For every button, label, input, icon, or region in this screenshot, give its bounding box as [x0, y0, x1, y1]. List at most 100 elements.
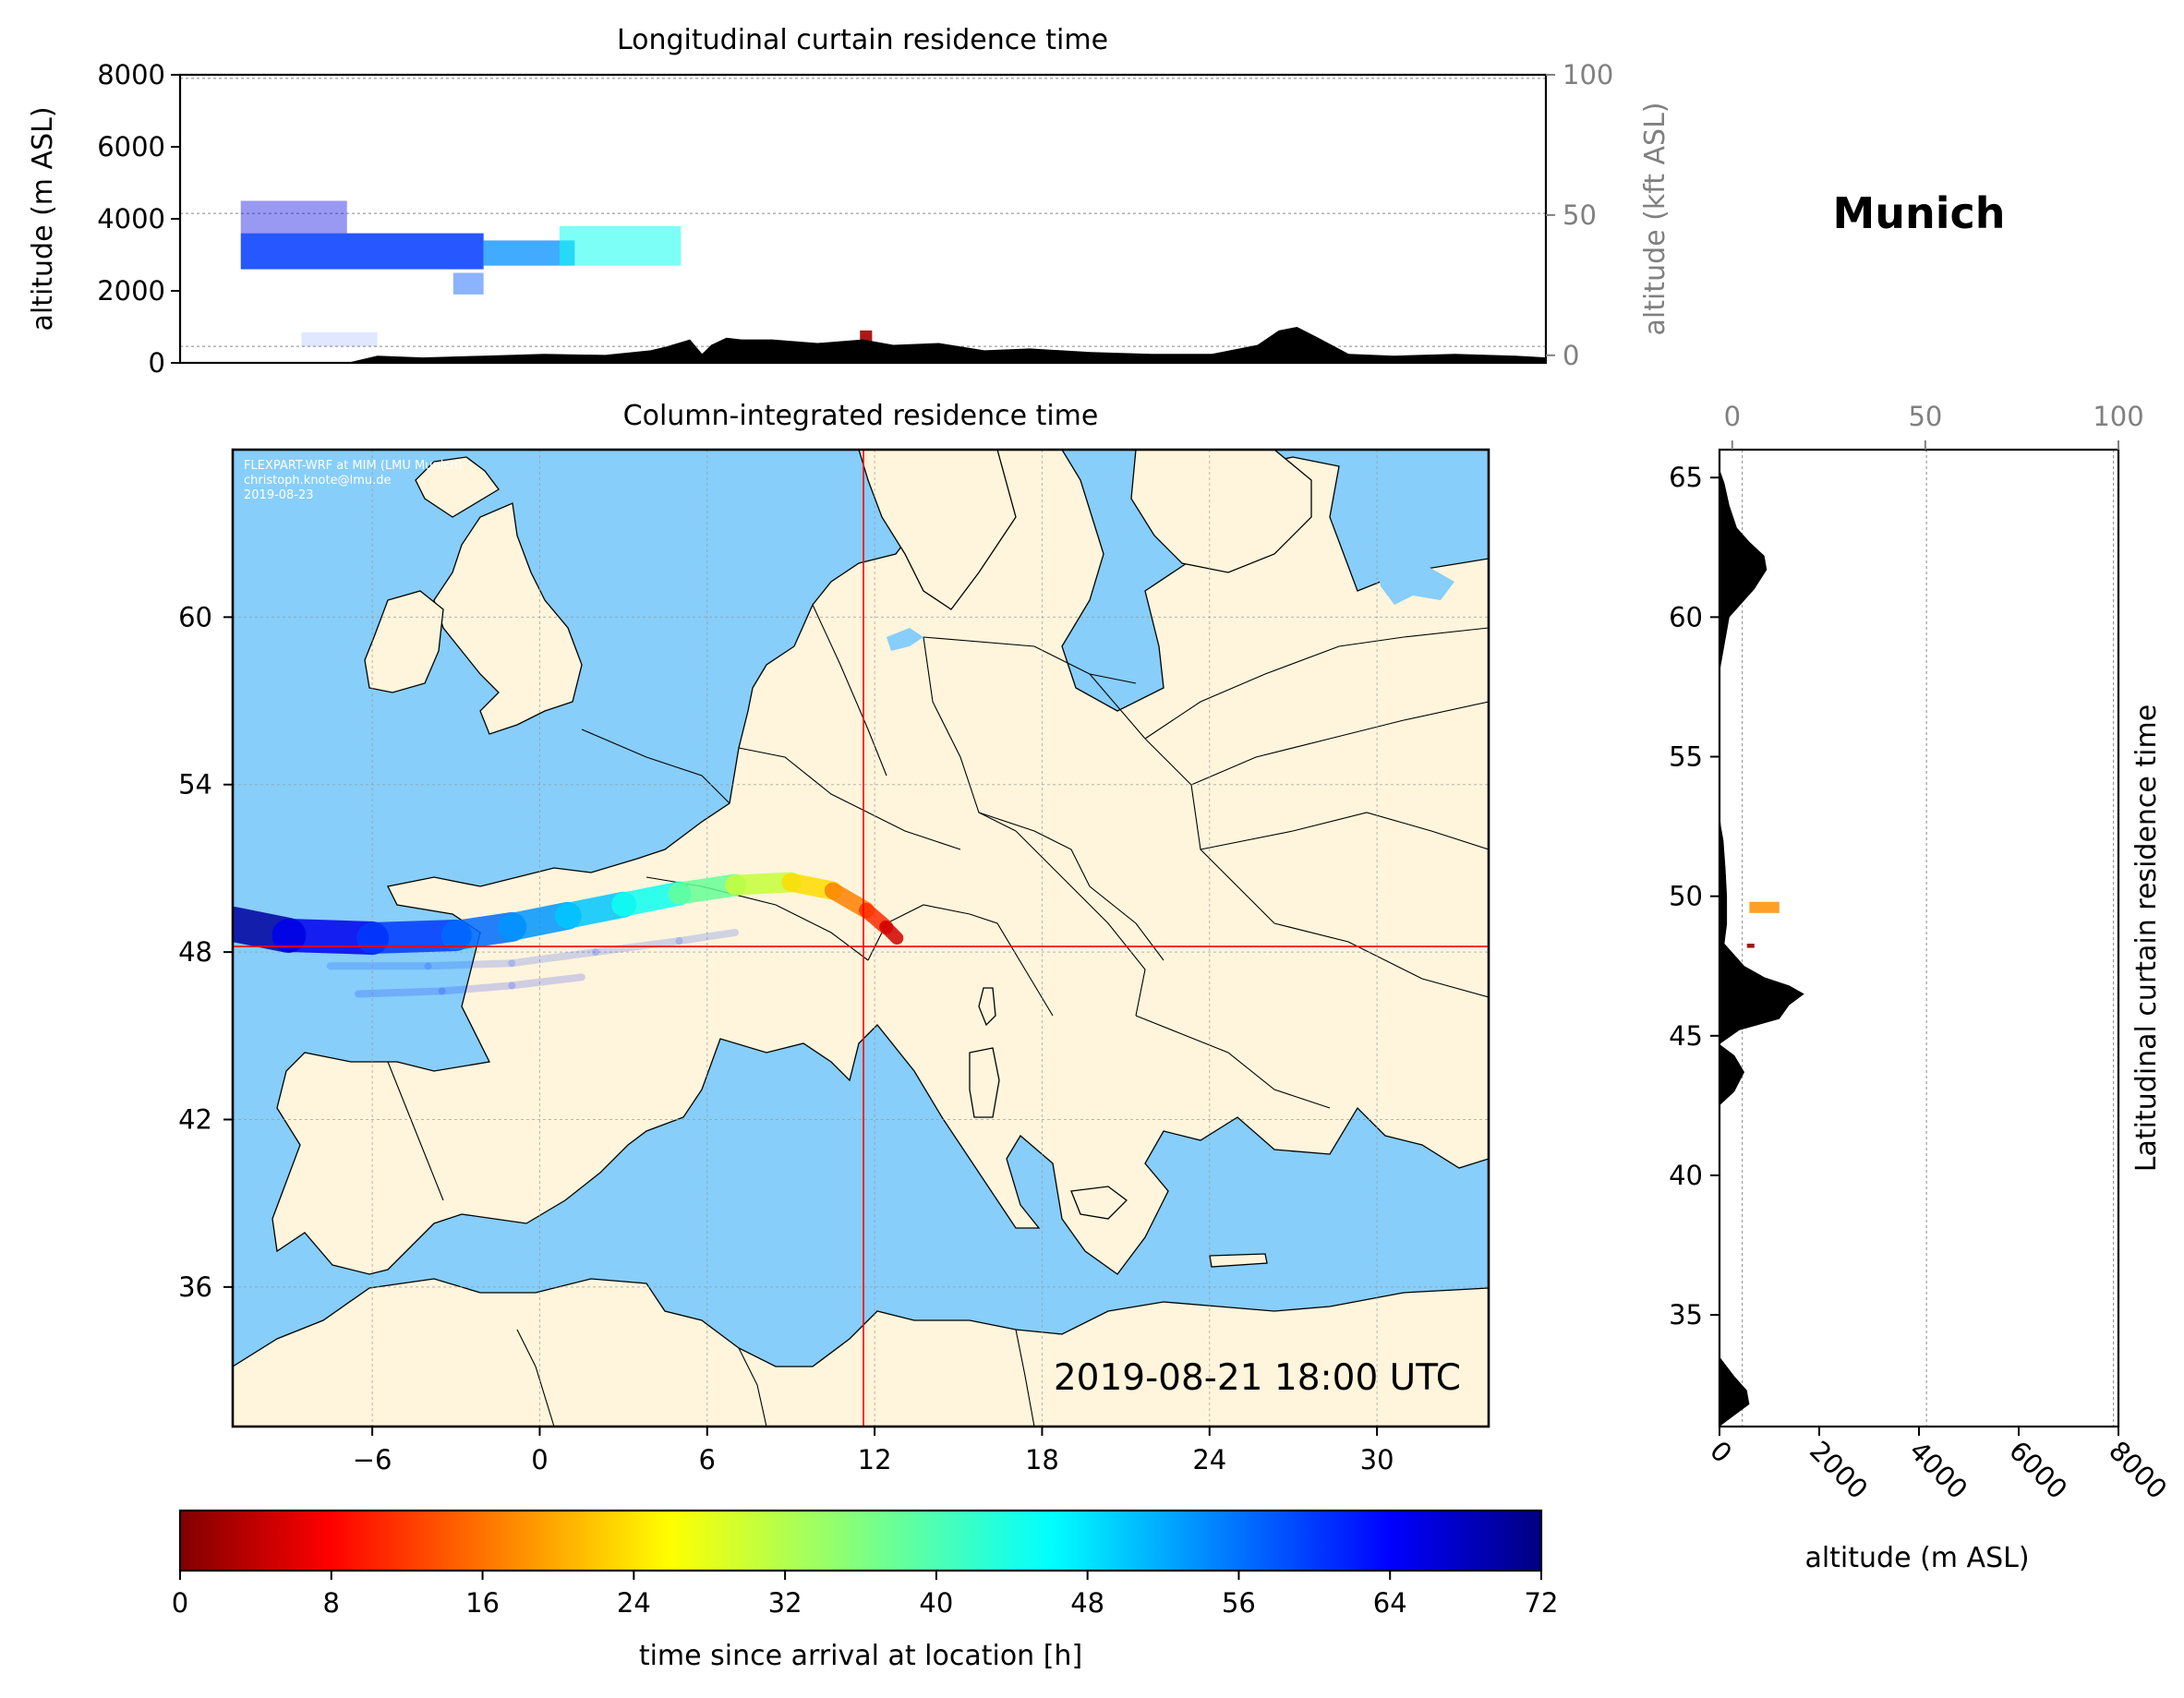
- y-tick-label: 2000: [97, 275, 165, 307]
- sardinia: [969, 1047, 1000, 1118]
- colorbar-tick-label: 56: [1222, 1587, 1256, 1619]
- latitudinal-xlabel: altitude (m ASL): [1804, 1542, 2029, 1574]
- y-tick-label: 40: [1669, 1160, 1703, 1191]
- scandinavia: [858, 450, 1017, 610]
- plume-block: [240, 233, 484, 270]
- longitudinal-right-axis: 0 50 100: [1546, 59, 1613, 371]
- y-tick-label: 65: [1669, 462, 1703, 493]
- x-tick-label: 8000: [2103, 1435, 2173, 1505]
- longitudinal-title: Longitudinal curtain residence time: [617, 24, 1108, 56]
- faint-plume-segment: [508, 973, 585, 990]
- plume-block: [301, 331, 378, 347]
- sicily: [1070, 1186, 1128, 1220]
- colorbar-tick-label: 72: [1525, 1587, 1559, 1619]
- faint-plume-segment: [508, 948, 599, 968]
- corsica: [978, 987, 996, 1027]
- x-tick-label: 2000: [1804, 1435, 1874, 1505]
- longitudinal-ylabel: altitude (m ASL): [27, 106, 59, 331]
- colorbar-tick-label: 32: [768, 1587, 802, 1619]
- lakes: [887, 554, 1454, 651]
- credit-line-1: FLEXPART-WRF at MIM (LMU Munich): [244, 459, 463, 473]
- plume-block: [1746, 944, 1755, 948]
- colorbar-tick-label: 24: [617, 1587, 651, 1619]
- latitudinal-terrain: [1719, 450, 1804, 1427]
- y-right-tick-label: 0: [1563, 340, 1579, 371]
- y-tick-label: 60: [1669, 601, 1703, 632]
- timestamp: 2019-08-21 18:00 UTC: [1054, 1357, 1461, 1399]
- x-tick-label: −6: [353, 1444, 392, 1475]
- crete: [1209, 1253, 1268, 1268]
- map-x-axis: −6 0 6 12 18 24 30: [353, 1427, 1394, 1475]
- plume-segment: [725, 872, 802, 896]
- map-title: Column-integrated residence time: [623, 400, 1099, 432]
- x-tick-label: 4000: [1903, 1435, 1973, 1505]
- latitudinal-plumes: [1746, 901, 1780, 948]
- colorbar-label: time since arrival at location [h]: [639, 1640, 1082, 1672]
- x-tick-label: 6: [699, 1444, 716, 1475]
- y-tick-label: 54: [178, 769, 212, 801]
- y-tick-label: 60: [178, 601, 212, 632]
- map-frame: [231, 448, 1490, 1428]
- lake-vanern: [887, 628, 923, 651]
- y-tick-label: 55: [1669, 741, 1703, 773]
- latitudinal-y-axis: 35 40 45 50 55 60 65: [1669, 462, 1719, 1331]
- colorbar-tick-label: 64: [1373, 1587, 1407, 1619]
- colorbar-gradient: [178, 1509, 1543, 1572]
- y-right-tick-label: 50: [1563, 199, 1597, 231]
- y-tick-label: 48: [178, 936, 212, 968]
- colorbar: 0 8 16 24 32 40 48 56 64 72 time since arrival at…: [172, 1509, 1559, 1672]
- latitudinal-title: Latitudinal curtain residence time: [2130, 704, 2163, 1172]
- credit-line-2: christoph.knote@lmu.de: [244, 474, 392, 488]
- y-tick-label: 4000: [97, 203, 165, 235]
- x-top-tick-label: 100: [2093, 401, 2143, 432]
- plume-block: [240, 200, 347, 234]
- x-tick-label: 12: [858, 1444, 892, 1475]
- map-plume: [233, 872, 904, 998]
- faint-plume-segment: [438, 981, 516, 995]
- faint-plume-segment: [355, 987, 446, 998]
- plume-block: [1749, 901, 1780, 913]
- x-top-tick-label: 50: [1908, 401, 1942, 432]
- map-y-axis: 36 42 48 54 60: [178, 601, 233, 1303]
- colorbar-tick-label: 40: [919, 1587, 953, 1619]
- x-tick-label: 0: [531, 1444, 548, 1475]
- y-right-tick-label: 100: [1563, 59, 1613, 90]
- longitudinal-ylabel-right: altitude (kft ASL): [1639, 102, 1671, 335]
- credit-line-3: 2019-08-23: [244, 488, 314, 502]
- land: [233, 450, 1489, 1427]
- y-tick-label: 36: [178, 1271, 212, 1303]
- x-tick-label: 0: [1704, 1435, 1738, 1469]
- longitudinal-plumes: [240, 200, 873, 347]
- longitudinal-panel: Longitudinal curtain residence time 0 200…: [27, 24, 1671, 379]
- x-tick-label: 24: [1192, 1444, 1226, 1475]
- finland: [1130, 450, 1312, 573]
- latitudinal-frame: [1718, 448, 2120, 1428]
- colorbar-ticks: 0 8 16 24 32 40 48 56 64 72: [172, 1571, 1559, 1619]
- colorbar-tick-label: 16: [465, 1587, 500, 1619]
- faint-plume-segment: [424, 959, 516, 970]
- continental-europe: [271, 450, 1489, 1275]
- x-tick-label: 6000: [2003, 1435, 2073, 1505]
- longitudinal-grid: [180, 78, 1546, 347]
- great-britain: [433, 502, 583, 735]
- y-tick-label: 42: [178, 1103, 212, 1135]
- y-tick-label: 8000: [97, 59, 165, 90]
- longitudinal-frame: [178, 73, 1548, 365]
- faint-plume-segment: [675, 928, 739, 945]
- x-top-tick-label: 0: [1724, 401, 1741, 432]
- plume-block: [559, 225, 682, 266]
- x-tick-label: 30: [1360, 1444, 1394, 1475]
- longitudinal-terrain: [180, 327, 1546, 363]
- colorbar-tick-label: 0: [172, 1587, 188, 1619]
- colorbar-tick-label: 8: [323, 1587, 340, 1619]
- map-panel: Column-integrated residence time: [178, 400, 1490, 1475]
- lake-ladoga: [1376, 554, 1454, 605]
- scotland: [415, 456, 500, 518]
- ireland: [364, 590, 444, 693]
- latitudinal-top-axis: 0 50 100: [1724, 401, 2144, 450]
- longitudinal-left-axis: 0 2000 4000 6000 8000: [97, 59, 180, 379]
- plume-block: [452, 272, 484, 295]
- africa: [233, 1278, 1489, 1427]
